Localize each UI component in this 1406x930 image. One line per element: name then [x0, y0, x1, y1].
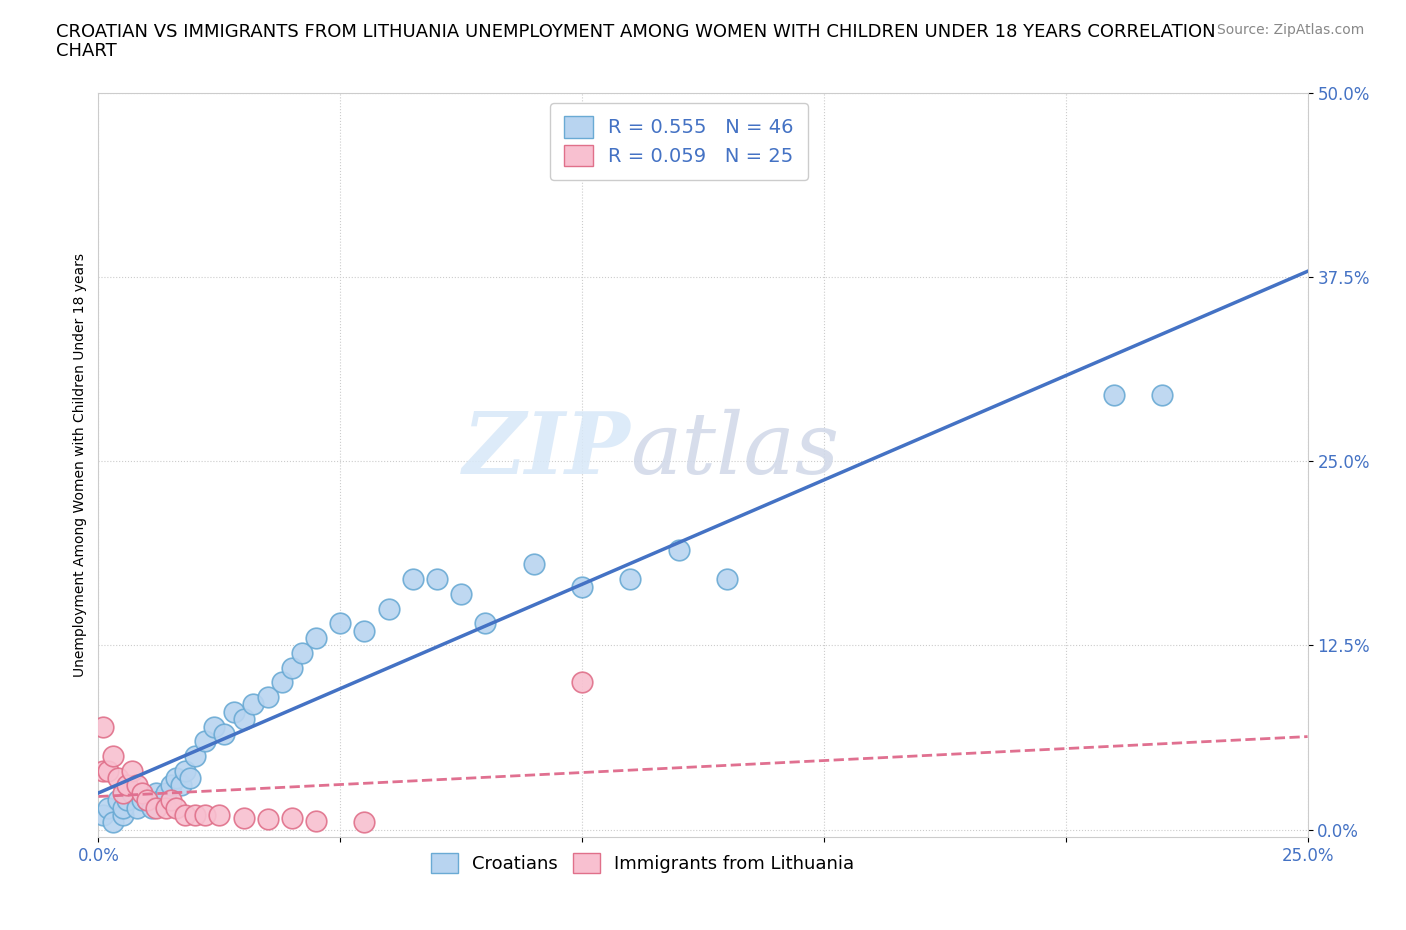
Point: [184, 807, 207, 822]
Point: [523, 557, 546, 572]
Point: [212, 726, 235, 741]
Point: [117, 792, 139, 807]
Point: [184, 749, 207, 764]
Point: [121, 764, 143, 778]
Point: [111, 785, 134, 800]
Point: [1102, 388, 1125, 403]
Point: [232, 711, 254, 726]
Point: [571, 675, 593, 690]
Point: [165, 771, 187, 786]
Point: [150, 792, 173, 807]
Point: [305, 814, 328, 829]
Point: [160, 792, 183, 807]
Point: [174, 764, 197, 778]
Point: [155, 800, 177, 815]
Point: [145, 785, 167, 800]
Point: [450, 587, 472, 602]
Point: [281, 660, 304, 675]
Legend: Croatians, Immigrants from Lithuania: Croatians, Immigrants from Lithuania: [423, 845, 862, 880]
Point: [174, 807, 197, 822]
Point: [160, 778, 183, 793]
Point: [91, 807, 114, 822]
Point: [91, 719, 114, 734]
Point: [222, 704, 245, 719]
Point: [121, 785, 143, 800]
Point: [353, 815, 375, 830]
Point: [107, 792, 129, 807]
Point: [668, 542, 690, 557]
Point: [194, 734, 217, 749]
Point: [91, 764, 114, 778]
Text: atlas: atlas: [630, 409, 839, 491]
Point: [117, 778, 139, 793]
Point: [290, 645, 312, 660]
Point: [305, 631, 328, 645]
Point: [256, 812, 278, 827]
Point: [107, 771, 129, 786]
Point: [101, 815, 124, 830]
Point: [204, 719, 226, 734]
Point: [127, 800, 149, 815]
Point: [619, 572, 641, 587]
Point: [165, 800, 187, 815]
Point: [131, 792, 153, 807]
Point: [208, 807, 231, 822]
Point: [141, 800, 163, 815]
Point: [242, 697, 264, 711]
Point: [474, 616, 496, 631]
Point: [131, 785, 153, 800]
Text: ZIP: ZIP: [463, 408, 630, 492]
Point: [169, 778, 191, 793]
Point: [271, 675, 294, 690]
Point: [377, 601, 399, 616]
Point: [111, 807, 134, 822]
Text: CROATIAN VS IMMIGRANTS FROM LITHUANIA UNEMPLOYMENT AMONG WOMEN WITH CHILDREN UND: CROATIAN VS IMMIGRANTS FROM LITHUANIA UN…: [56, 23, 1216, 41]
Point: [281, 810, 304, 825]
Point: [97, 800, 120, 815]
Y-axis label: Unemployment Among Women with Children Under 18 years: Unemployment Among Women with Children U…: [73, 253, 87, 677]
Point: [329, 616, 352, 631]
Point: [101, 749, 124, 764]
Point: [194, 807, 217, 822]
Point: [402, 572, 425, 587]
Point: [127, 778, 149, 793]
Point: [111, 800, 134, 815]
Point: [353, 623, 375, 638]
Point: [426, 572, 449, 587]
Point: [716, 572, 738, 587]
Text: Source: ZipAtlas.com: Source: ZipAtlas.com: [1216, 23, 1364, 37]
Point: [256, 690, 278, 705]
Point: [232, 810, 254, 825]
Point: [145, 800, 167, 815]
Point: [571, 579, 593, 594]
Text: CHART: CHART: [56, 42, 117, 60]
Point: [179, 771, 201, 786]
Point: [97, 764, 120, 778]
Point: [135, 792, 157, 807]
Point: [155, 785, 177, 800]
Point: [1152, 388, 1174, 403]
Point: [135, 792, 157, 807]
